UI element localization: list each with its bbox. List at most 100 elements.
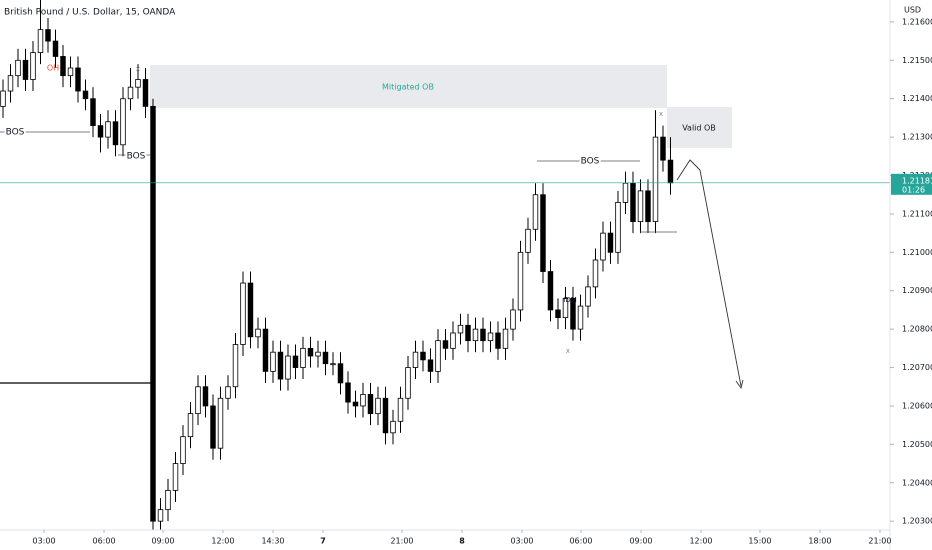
candle-body	[352, 401, 359, 407]
candle-body	[412, 351, 419, 368]
annotations	[0, 131, 744, 390]
y-tick-label: 1.21400	[902, 94, 932, 103]
candle-body	[37, 29, 44, 54]
candle-body	[97, 125, 104, 138]
candle-body	[52, 40, 59, 57]
candle-body	[570, 298, 576, 330]
candle-body	[592, 259, 599, 288]
candle-body	[600, 232, 606, 261]
candle-body	[157, 509, 164, 522]
annotation: OH	[47, 64, 59, 73]
candle-body	[480, 328, 486, 342]
candle-body	[667, 159, 674, 184]
candle-body	[112, 121, 119, 146]
candle-body	[67, 67, 74, 77]
candle-body	[637, 190, 644, 223]
candle-body	[465, 324, 471, 342]
x-tick-label: 8	[459, 537, 465, 546]
candle-body	[405, 367, 411, 399]
candle-body	[217, 397, 224, 449]
candle-body	[232, 344, 239, 388]
candle-body	[277, 351, 284, 380]
last-price-label: 1.21181	[902, 176, 932, 185]
candle-body	[90, 98, 96, 126]
x-tick-label: 21:00	[390, 537, 413, 546]
candle-body	[262, 328, 269, 372]
plot-area	[0, 0, 890, 530]
candle-body	[315, 351, 321, 357]
candle-body	[660, 136, 666, 161]
last-price-box	[891, 173, 932, 195]
candle-body	[187, 413, 194, 438]
y-tick-label: 1.20300	[902, 517, 932, 526]
y-tick-label: 1.21300	[902, 133, 932, 142]
candle-body	[7, 75, 14, 92]
candle-body	[382, 397, 389, 434]
candle-body	[172, 463, 179, 491]
y-tick-label: 1.20400	[902, 478, 932, 487]
candle-body	[60, 56, 66, 77]
candle-body	[390, 420, 396, 434]
candle-body	[285, 355, 291, 380]
candle-body	[270, 351, 276, 372]
candle-body	[135, 79, 141, 88]
candle-body	[15, 59, 21, 77]
candle-body	[247, 282, 254, 338]
candle-body	[457, 324, 464, 334]
candle-body	[607, 232, 614, 253]
candle-body	[225, 386, 231, 399]
y-tick-label: 1.21600	[902, 17, 932, 26]
candle-body	[307, 347, 314, 357]
annotation: BOS	[6, 128, 25, 138]
candle-body	[337, 363, 344, 384]
y-tick-label: 1.20900	[902, 286, 932, 295]
candle-body	[645, 190, 651, 223]
candle-body	[420, 351, 426, 361]
y-tick-label: 1.20500	[902, 440, 932, 449]
x-tick-label: 09:00	[151, 537, 174, 546]
candle-body	[360, 394, 366, 407]
candle-body	[142, 79, 149, 107]
annotation: Valid OB	[682, 124, 716, 133]
candle-body	[630, 182, 636, 223]
candle-body	[397, 397, 404, 422]
candle-body	[82, 90, 89, 100]
candle-body	[487, 332, 494, 342]
x-tick-label: 09:00	[629, 537, 652, 546]
candle-body	[450, 332, 456, 349]
candle-body	[495, 332, 501, 349]
candle-body	[300, 347, 306, 368]
candle-body	[652, 136, 659, 223]
candle-body	[75, 67, 81, 92]
y-tick-label: 1.20800	[902, 325, 932, 334]
projection-arrowhead	[735, 379, 744, 390]
candle-body	[345, 382, 351, 403]
y-tick-label: 1.21000	[902, 248, 932, 257]
y-unit: USD	[904, 6, 921, 15]
candle-body	[547, 271, 554, 311]
candle-body	[105, 121, 111, 138]
candle-body	[210, 405, 216, 449]
candle-body	[120, 98, 126, 146]
x-tick-label: 12:00	[211, 537, 234, 546]
x-tick-label: 03:00	[510, 537, 533, 546]
candle-body	[322, 351, 329, 365]
projection-path	[676, 159, 742, 387]
y-tick-label: 1.21100	[902, 209, 932, 218]
candle-body	[442, 340, 449, 349]
y-tick-label: 1.21500	[902, 56, 932, 65]
x-tick-label: 06:00	[569, 537, 592, 546]
candle-body	[202, 386, 209, 407]
candle-body	[165, 490, 171, 511]
candle-body	[45, 29, 51, 42]
annotation: BOS	[581, 157, 600, 167]
x-tick-label: 7	[320, 537, 326, 546]
y-tick-label: 1.20700	[902, 363, 932, 372]
candle-body	[510, 309, 516, 330]
candle-body	[240, 282, 246, 345]
candle-body	[30, 52, 36, 80]
mitigated-ob-box	[150, 65, 667, 108]
annotation: Mitigated OB	[382, 83, 434, 92]
candle-body	[292, 355, 299, 368]
annotation: IDM	[563, 296, 577, 304]
